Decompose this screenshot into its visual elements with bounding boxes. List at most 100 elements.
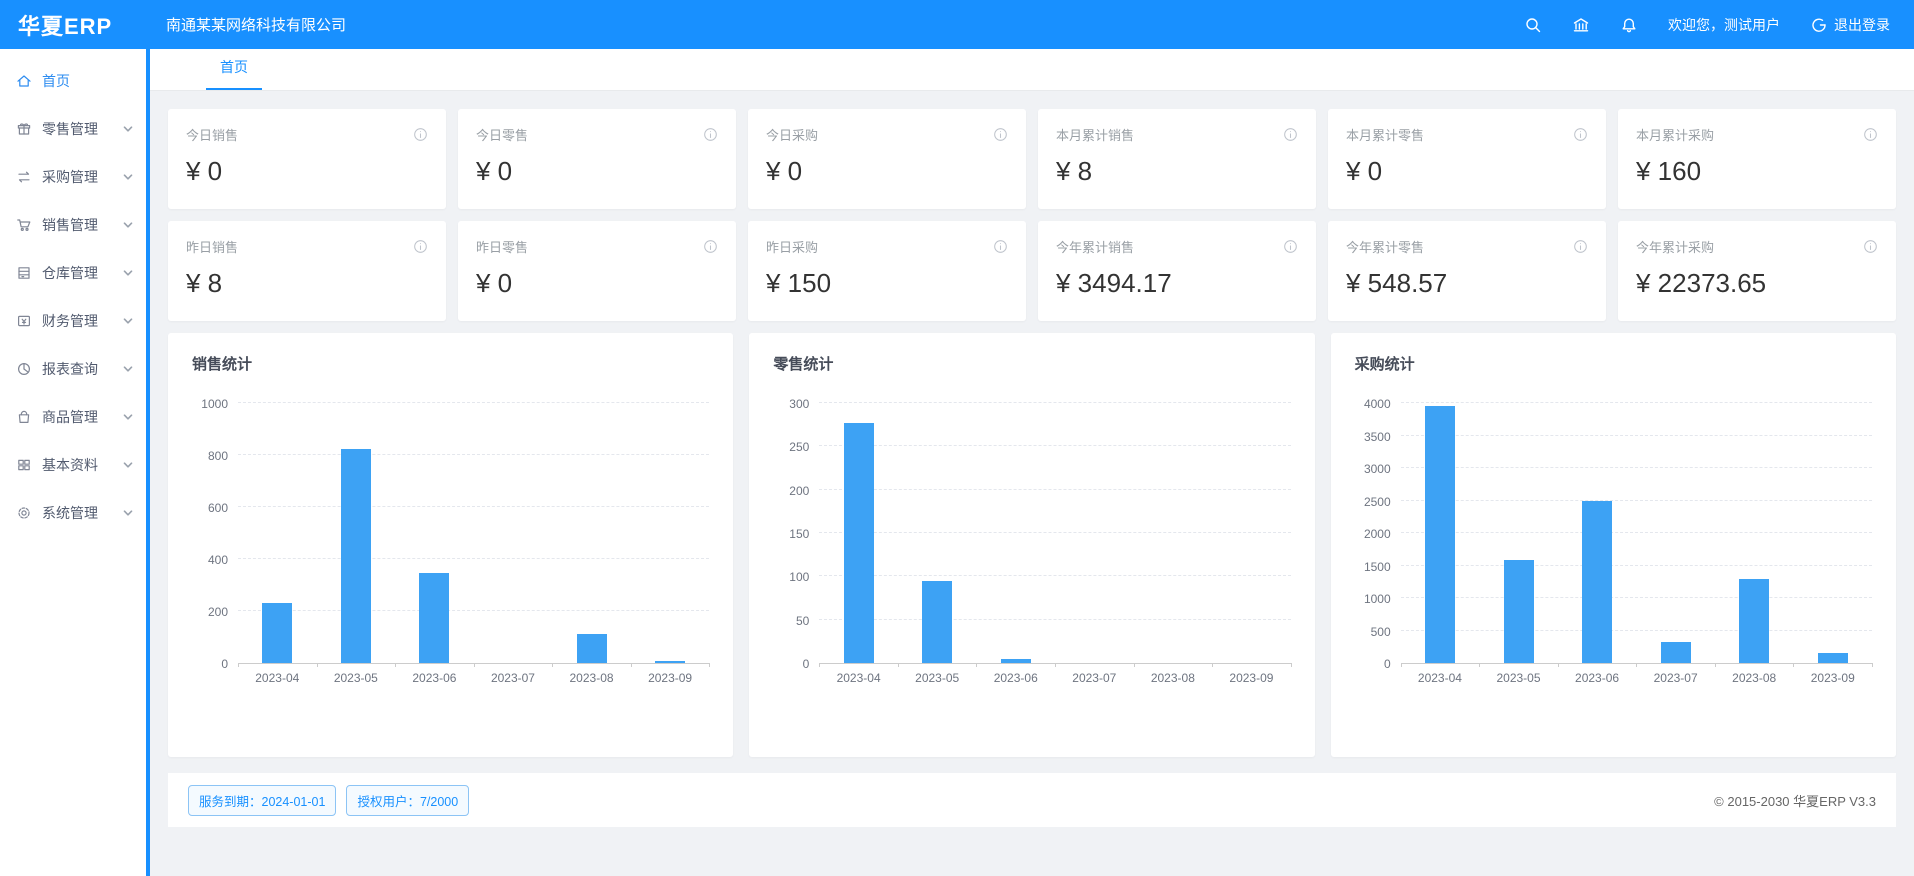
sidebar-menu: 首页 零售管理采购管理销售管理仓库管理财务管理报表查询商品管理基本资料 系统管理 [0,49,146,876]
stat-card-value: ¥ 150 [766,268,832,298]
bar [1739,578,1770,663]
y-tick-label: 300 [789,397,810,411]
sidebar-item-grid[interactable]: 基本资料 [0,441,146,489]
stat-card-value: ¥ 22373.65 [1636,268,1767,298]
info-icon[interactable] [1283,239,1298,254]
stat-card-label: 今日采购 [766,128,819,143]
y-tick-label: 0 [1383,657,1391,671]
stat-card-label: 昨日采购 [766,240,819,255]
stat-card-label: 昨日销售 [186,240,239,255]
x-tick-label: 2023-05 [1496,671,1541,685]
info-icon[interactable] [993,239,1008,254]
y-axis: 0 500 1000 1500 2000 2500 3000 3500 4000 [1355,397,1401,671]
sidebar-item-gear[interactable]: 系统管理 [0,489,146,537]
chevron-down-icon [122,507,134,519]
bar [340,448,371,663]
tab-home[interactable]: 首页 [206,57,262,90]
y-axis: 0 50 100 150 200 250 300 [773,397,819,671]
grid-icon [16,457,32,473]
bank-icon[interactable] [1572,16,1590,34]
y-tick-label: 3000 [1363,462,1391,476]
bar [1000,658,1031,663]
stat-card-label: 本月累计零售 [1346,128,1425,143]
sidebar-item-warehouse[interactable]: 仓库管理 [0,249,146,297]
sidebar-item-cart[interactable]: 销售管理 [0,201,146,249]
info-icon[interactable] [993,127,1008,142]
bar [1503,560,1534,663]
bar [922,580,953,663]
y-tick-label: 2000 [1363,527,1391,541]
stat-card-label: 今日销售 [186,128,239,143]
sidebar-item-label: 报表查询 [42,361,98,377]
chart-canvas[interactable]: 0 50 100 150 200 250 300 2023-04 2023-05 2023-06… [773,397,1292,685]
info-icon[interactable] [703,127,718,142]
sidebar-item-gift[interactable]: 零售管理 [0,105,146,153]
warehouse-icon [16,265,32,281]
info-icon[interactable] [703,239,718,254]
info-icon[interactable] [413,127,428,142]
stat-card-value: ¥ 0 [766,156,803,186]
chevron-down-icon [122,219,134,231]
y-tick-label: 800 [207,449,228,463]
y-tick-label: 200 [207,605,228,619]
cart-icon [16,217,32,233]
info-icon[interactable] [1283,127,1298,142]
sidebar-item-label: 采购管理 [42,169,98,185]
bar [576,634,607,663]
y-tick-label: 1000 [201,397,228,411]
chart-canvas[interactable]: 0 500 1000 1500 2000 2500 3000 3500 4000 2023-04… [1355,397,1873,685]
x-axis: 2023-04 2023-05 2023-06 2023-07 2023-08 2023-… [819,671,1290,685]
sidebar-item-label: 仓库管理 [42,265,98,281]
chart-panel-2: 采购统计 0 500 1000 1500 2000 2500 3000 3500 4000 20… [1330,333,1896,757]
search-icon[interactable] [1524,16,1542,34]
stat-card-value: ¥ 160 [1636,156,1702,186]
x-tick-label: 2023-08 [1732,671,1777,685]
info-icon[interactable] [1863,127,1878,142]
y-tick-label: 1000 [1363,592,1391,606]
y-tick-label: 250 [789,440,810,455]
stat-card-value: ¥ 8 [1056,156,1093,186]
logout-button[interactable]: 退出登录 [1810,15,1890,35]
bar [655,660,686,663]
sidebar-item-label: 销售管理 [42,217,98,233]
x-tick-label: 2023-09 [1810,671,1855,685]
plot-area [819,402,1292,667]
info-icon[interactable] [1573,127,1588,142]
y-tick-label: 3500 [1363,429,1391,444]
x-tick-label: 2023-04 [836,671,881,685]
plot-area [238,402,711,667]
y-tick-label: 150 [789,527,810,541]
y-tick-label: 0 [221,657,228,671]
gift-icon [16,121,32,137]
sidebar-item-home[interactable]: 首页 [0,57,146,105]
sidebar-item-goods[interactable]: 商品管理 [0,393,146,441]
chart-canvas[interactable]: 0 200 400 600 800 1000 2023-04 2023-05 2023-06 2… [192,397,711,685]
info-icon[interactable] [1863,239,1878,254]
stat-card: 昨日零售 ¥ 0 [458,221,736,321]
x-tick-label: 2023-04 [255,671,300,685]
x-tick-label: 2023-04 [1417,671,1462,685]
sidebar-item-label: 财务管理 [42,313,98,329]
info-icon[interactable] [1573,239,1588,254]
chart-title: 采购统计 [1354,356,1415,373]
welcome-text: 欢迎您，测试用户 [1668,16,1780,33]
sidebar-item-label: 商品管理 [42,409,98,425]
bell-icon[interactable] [1620,16,1638,34]
sidebar-item-report[interactable]: 报表查询 [0,345,146,393]
info-icon[interactable] [413,239,428,254]
stat-card: 昨日采购 ¥ 150 [748,221,1026,321]
x-tick-label: 2023-06 [1575,671,1620,685]
bar [1817,653,1848,663]
chart-panel-1: 零售统计 0 50 100 150 200 250 300 2023-04 2023-05 20… [749,333,1315,757]
charts-row: 销售统计 0 200 400 600 800 1000 2023-04 2023-05 202… [168,333,1896,757]
x-tick-label: 2023-05 [333,671,378,685]
chevron-down-icon [122,411,134,423]
stat-card-value: ¥ 548.57 [1346,268,1448,298]
sidebar-item-finance[interactable]: 财务管理 [0,297,146,345]
stat-card-label: 今年累计零售 [1346,240,1425,255]
x-tick-label: 2023-06 [412,671,457,685]
stat-card: 今日采购 ¥ 0 [748,109,1026,209]
sidebar-item-swap[interactable]: 采购管理 [0,153,146,201]
sidebar-splitter[interactable] [146,49,150,876]
gear-icon [16,505,32,521]
